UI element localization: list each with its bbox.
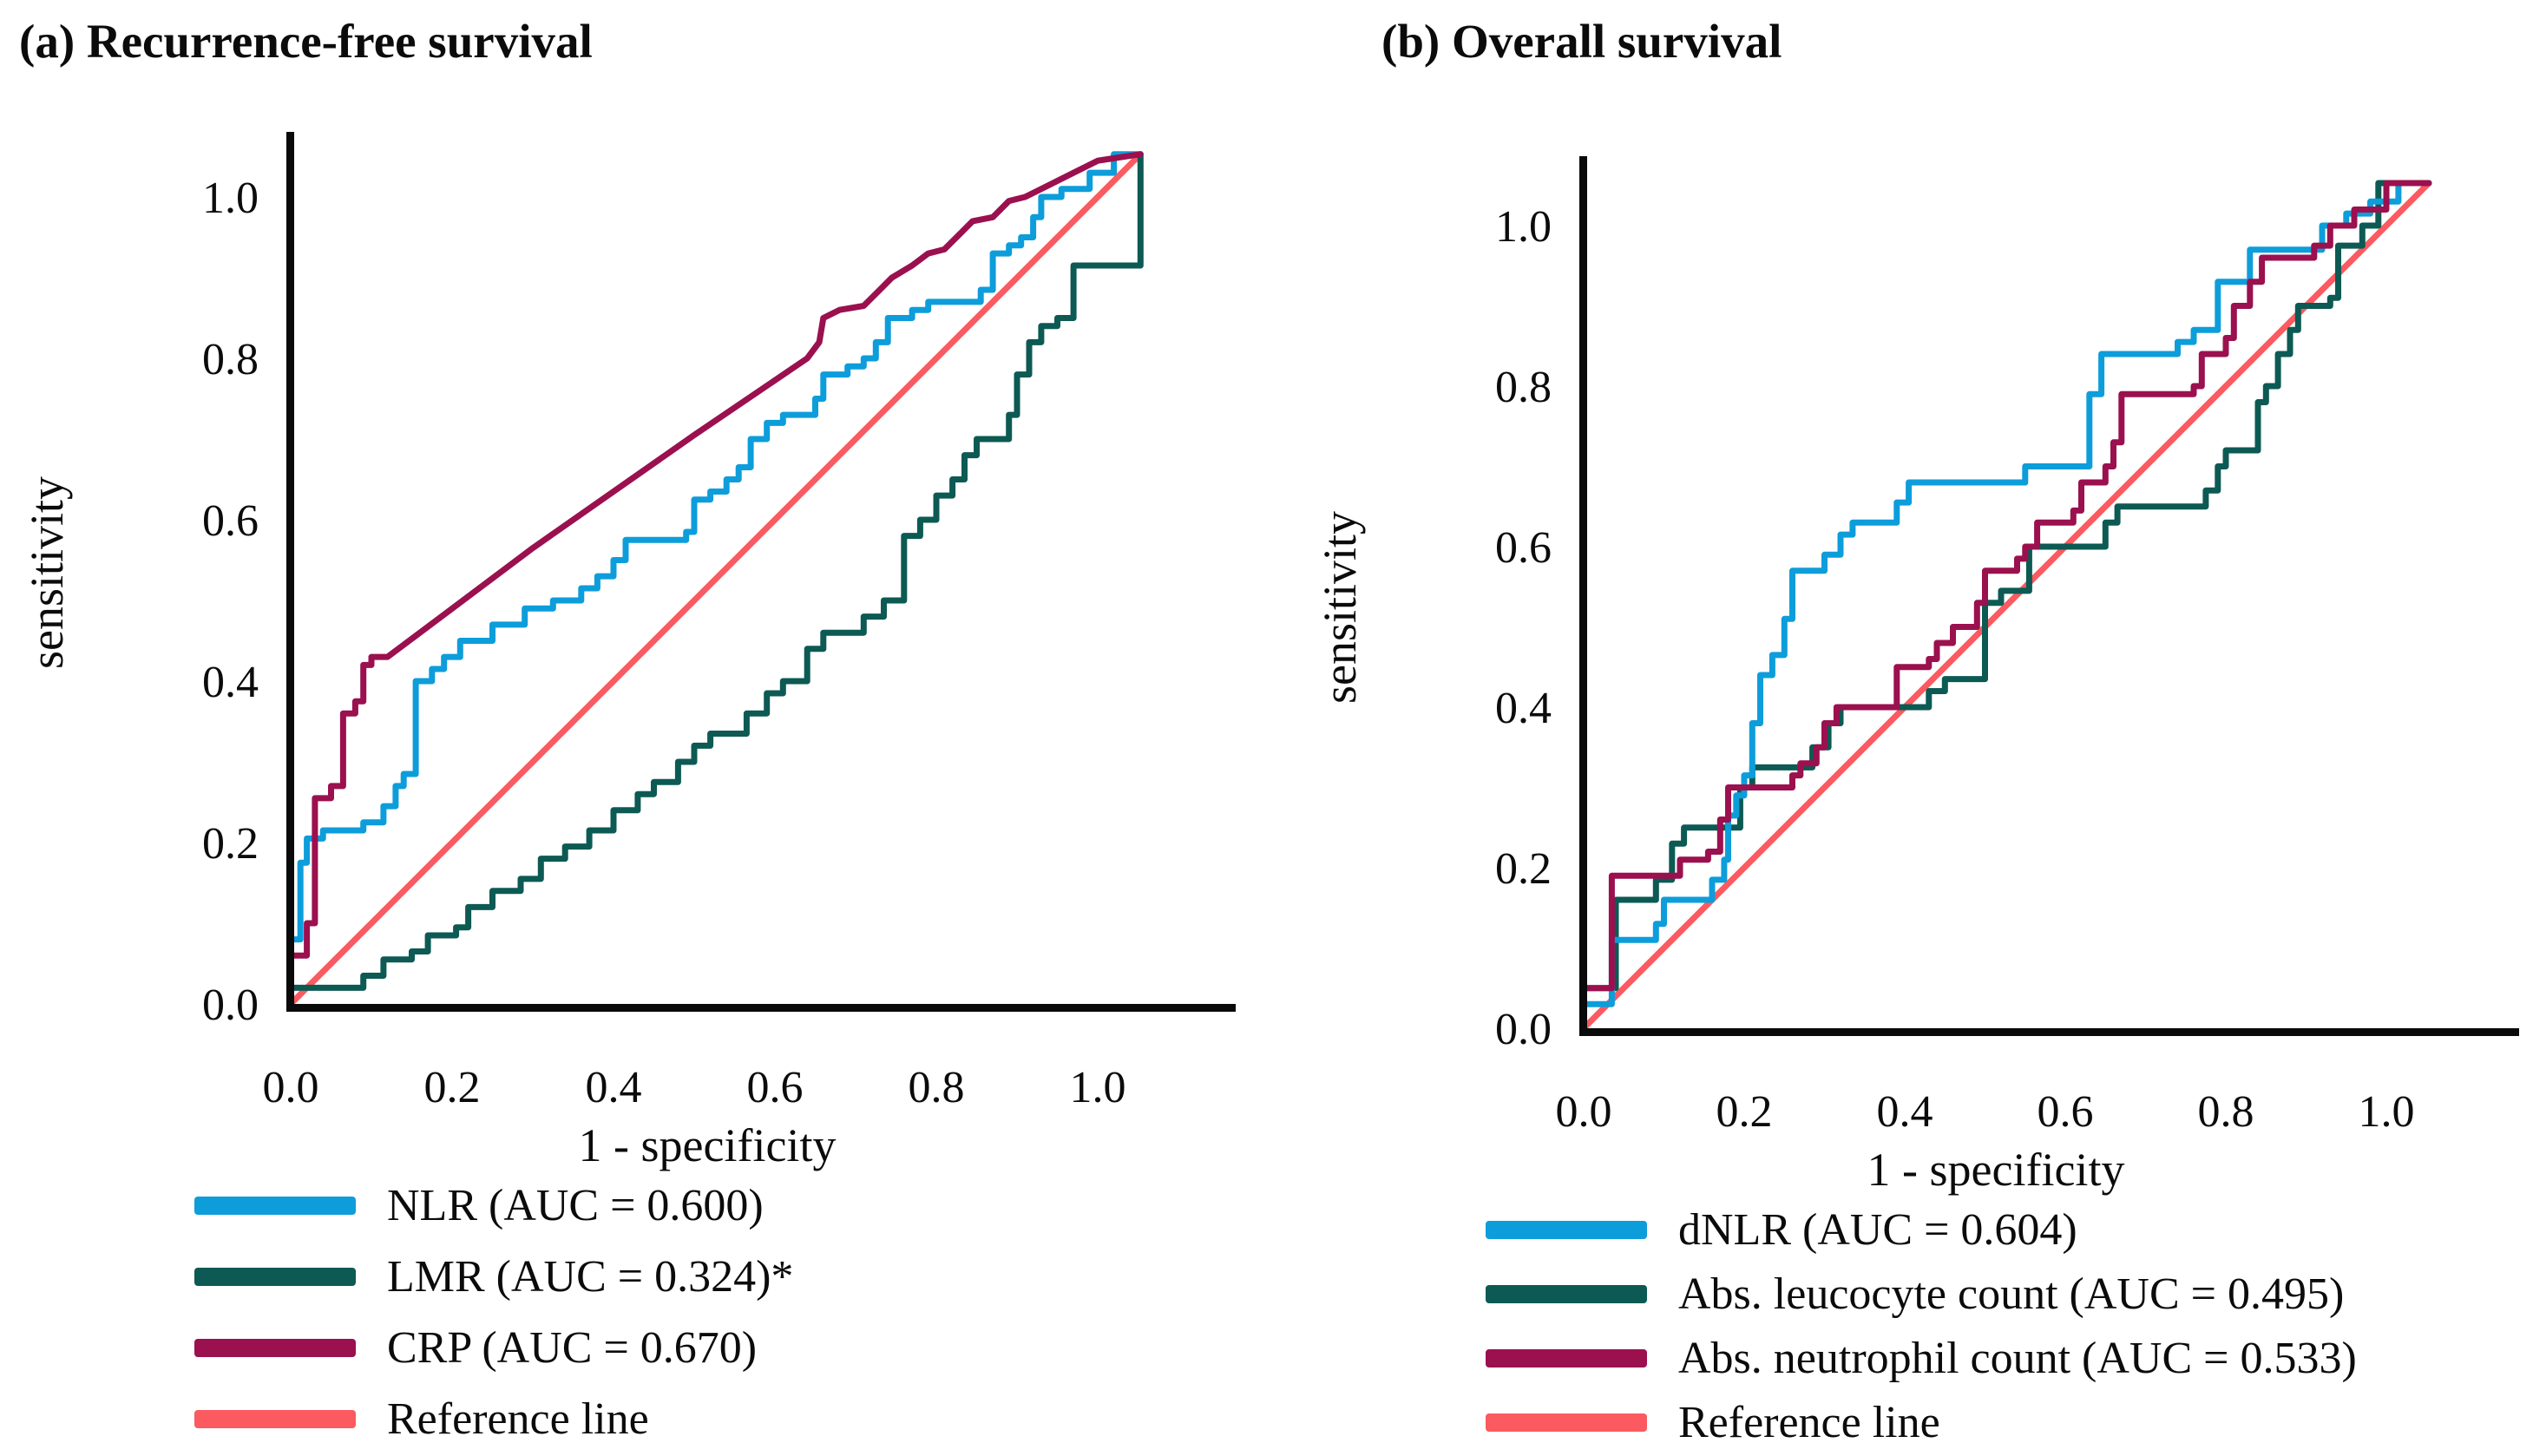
legend-item-nlr-auc-0-600: NLR (AUC = 0.600) [194,1170,793,1241]
x-axis-title-a: 1 - specificity [579,1119,837,1171]
roc-curve-abs-neutrophil-count-auc-0-533 [1580,180,2432,1032]
y-tick-label-b-0.4: 0.4 [1495,684,1552,733]
legend-swatch-lmr-auc-0-324 [194,1267,356,1286]
y-tick-label-b-0.6: 0.6 [1495,523,1552,573]
x-tick-label-a-0.4: 0.4 [586,1063,642,1112]
x-tick-label-a-0.6: 0.6 [747,1063,804,1112]
legend-swatch-reference-line [1486,1413,1647,1432]
y-tick-label-b-0.2: 0.2 [1495,844,1552,894]
legend-label-reference-line: Reference line [387,1394,649,1444]
y-tick-label-a-0.4: 0.4 [202,658,259,707]
legend-label-crp-auc-0-670: CRP (AUC = 0.670) [387,1322,758,1373]
legend-label-abs-neutrophil-count-auc-0-533: Abs. neutrophil count (AUC = 0.533) [1678,1333,2357,1383]
roc-panel-b: 0.0 0.2 0.4 0.6 0.8 1.0 0.0 0.2 0.4 0.6 0.8 1.0 1 - … [1314,156,2519,1196]
x-tick-label-b-0.8: 0.8 [2198,1087,2254,1137]
y-axis-title-b: sensitivity [1314,511,1366,704]
roc-curve-reference-line [287,151,1144,1007]
x-tick-label-b-0.0: 0.0 [1556,1087,1612,1137]
y-tick-label-a-0.2: 0.2 [202,819,259,869]
legend-label-reference-line: Reference line [1678,1397,1940,1447]
legend-swatch-crp-auc-0-670 [194,1338,356,1357]
legend-item-abs-leucocyte-count-auc-0-495: Abs. leucocyte count (AUC = 0.495) [1486,1262,2357,1326]
legend-swatch-nlr-auc-0-600 [194,1196,356,1215]
y-tick-label-b-0.0: 0.0 [1495,1005,1552,1054]
x-tick-label-a-1.0: 1.0 [1070,1063,1126,1112]
roc-curve-lmr-auc-0-324 [287,151,1144,1007]
legend-label-lmr-auc-0-324: LMR (AUC = 0.324)* [387,1251,794,1302]
y-tick-label-b-1.0: 1.0 [1495,202,1552,252]
legend-item-reference-line: Reference line [194,1383,793,1454]
legend-swatch-reference-line [194,1409,356,1428]
x-tick-label-b-0.6: 0.6 [2038,1087,2094,1137]
legend-swatch-dnlr-auc-0-604 [1486,1220,1647,1239]
roc-curve-crp-auc-0-670 [287,151,1144,1007]
legend-item-abs-neutrophil-count-auc-0-533: Abs. neutrophil count (AUC = 0.533) [1486,1326,2357,1390]
y-tick-label-a-0.0: 0.0 [202,981,259,1030]
legend-item-reference-line: Reference line [1486,1390,2357,1454]
legend-item-crp-auc-0-670: CRP (AUC = 0.670) [194,1312,793,1383]
x-tick-label-a-0.0: 0.0 [263,1063,319,1112]
panel-b-legend: dNLR (AUC = 0.604) Abs. leucocyte count (… [1486,1197,2357,1454]
panel-a-legend: NLR (AUC = 0.600) LMR (AUC = 0.324)* CRP (… [194,1170,793,1454]
legend-swatch-abs-neutrophil-count-auc-0-533 [1486,1348,1647,1367]
legend-item-lmr-auc-0-324: LMR (AUC = 0.324)* [194,1241,793,1312]
legend-item-dnlr-auc-0-604: dNLR (AUC = 0.604) [1486,1197,2357,1262]
x-tick-label-b-0.2: 0.2 [1716,1087,1773,1137]
y-tick-label-a-0.6: 0.6 [202,496,259,546]
x-tick-label-b-1.0: 1.0 [2359,1087,2415,1137]
legend-label-nlr-auc-0-600: NLR (AUC = 0.600) [387,1180,764,1230]
legend-label-abs-leucocyte-count-auc-0-495: Abs. leucocyte count (AUC = 0.495) [1678,1269,2345,1319]
y-tick-label-a-0.8: 0.8 [202,335,259,384]
roc-curve-nlr-auc-0-600 [287,151,1144,1007]
panel-b-title: (b) Overall survival [1381,15,1782,68]
x-axis-title-b: 1 - specificity [1867,1144,2125,1196]
y-tick-label-b-0.8: 0.8 [1495,363,1552,412]
x-tick-label-b-0.4: 0.4 [1877,1087,1933,1137]
panel-a-title: (a) Recurrence-free survival [19,15,593,68]
roc-curve-reference-line [1580,180,2432,1032]
roc-panel-a: 0.0 0.2 0.4 0.6 0.8 1.0 0.0 0.2 0.4 0.6 0.8 1.0 1 - … [21,132,1236,1171]
y-axis-title-a: sensitivity [21,476,73,669]
y-tick-label-a-1.0: 1.0 [202,174,259,223]
legend-swatch-abs-leucocyte-count-auc-0-495 [1486,1284,1647,1303]
x-tick-label-a-0.2: 0.2 [424,1063,481,1112]
legend-label-dnlr-auc-0-604: dNLR (AUC = 0.604) [1678,1204,2077,1255]
x-tick-label-a-0.8: 0.8 [909,1063,965,1112]
